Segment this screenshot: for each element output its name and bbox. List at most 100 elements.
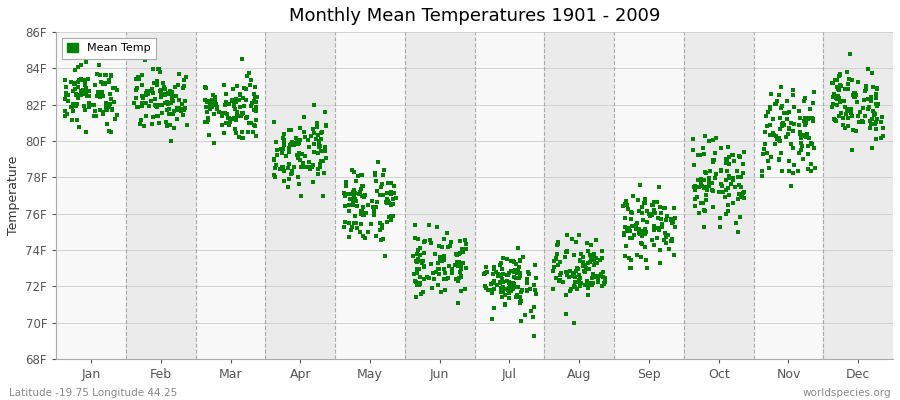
- Point: [152, 120, 166, 126]
- Point: [159, 119, 174, 126]
- Point: [524, 308, 538, 314]
- Point: [145, 86, 159, 92]
- Point: [640, 265, 654, 272]
- Point: [501, 270, 516, 276]
- Point: [634, 231, 648, 238]
- Point: [869, 116, 884, 122]
- Point: [210, 104, 224, 110]
- Point: [504, 268, 518, 274]
- Point: [371, 159, 385, 165]
- Point: [350, 173, 365, 179]
- Point: [634, 254, 649, 260]
- Point: [176, 77, 191, 83]
- Point: [68, 67, 82, 73]
- Point: [507, 280, 521, 287]
- Point: [374, 184, 388, 190]
- Point: [348, 196, 363, 202]
- Point: [375, 225, 390, 232]
- Point: [797, 115, 812, 122]
- Point: [841, 123, 855, 129]
- Point: [665, 236, 680, 242]
- Point: [93, 94, 107, 101]
- Point: [798, 134, 813, 141]
- Point: [664, 216, 679, 222]
- Point: [441, 275, 455, 282]
- Point: [107, 99, 122, 106]
- Point: [706, 157, 720, 163]
- Bar: [684, 32, 753, 359]
- Point: [303, 132, 318, 139]
- Point: [560, 248, 574, 254]
- Point: [291, 154, 305, 161]
- Point: [836, 122, 850, 128]
- Point: [645, 201, 660, 208]
- Point: [197, 97, 211, 104]
- Point: [376, 191, 391, 198]
- Point: [652, 227, 666, 233]
- Point: [645, 237, 660, 243]
- Point: [833, 110, 848, 116]
- Point: [139, 100, 153, 107]
- Point: [775, 123, 789, 130]
- Point: [833, 70, 848, 77]
- Point: [776, 120, 790, 126]
- Point: [805, 115, 819, 121]
- Point: [232, 134, 247, 140]
- Point: [782, 126, 796, 132]
- Point: [165, 94, 179, 101]
- Point: [58, 90, 73, 97]
- Point: [647, 223, 662, 229]
- Point: [838, 124, 852, 131]
- Point: [797, 122, 812, 129]
- Point: [665, 219, 680, 225]
- Point: [175, 101, 189, 108]
- Point: [341, 190, 356, 197]
- Point: [236, 135, 250, 142]
- Point: [664, 220, 679, 226]
- Point: [134, 100, 148, 106]
- Point: [787, 121, 801, 127]
- Point: [158, 86, 172, 92]
- Point: [762, 122, 777, 128]
- Point: [220, 111, 234, 118]
- Point: [858, 113, 872, 119]
- Point: [357, 235, 372, 242]
- Point: [659, 234, 673, 240]
- Point: [449, 251, 464, 258]
- Point: [591, 278, 606, 284]
- Point: [716, 183, 730, 190]
- Point: [694, 200, 708, 206]
- Point: [249, 108, 264, 114]
- Point: [572, 283, 587, 289]
- Point: [76, 87, 91, 94]
- Point: [249, 108, 264, 114]
- Point: [157, 91, 171, 98]
- Point: [565, 273, 580, 279]
- Point: [221, 122, 236, 129]
- Point: [697, 224, 711, 230]
- Point: [356, 204, 370, 210]
- Point: [553, 258, 567, 265]
- Point: [437, 270, 452, 276]
- Point: [99, 107, 113, 113]
- Point: [861, 104, 876, 110]
- Point: [690, 194, 705, 200]
- Point: [226, 86, 240, 92]
- Point: [554, 269, 568, 276]
- Point: [164, 138, 178, 144]
- Point: [418, 238, 432, 244]
- Point: [691, 152, 706, 158]
- Point: [349, 178, 364, 184]
- Point: [382, 198, 396, 204]
- Point: [226, 116, 240, 122]
- Point: [60, 98, 75, 104]
- Point: [842, 75, 857, 82]
- Point: [137, 123, 151, 130]
- Point: [700, 187, 715, 193]
- Point: [369, 204, 383, 210]
- Point: [356, 232, 370, 239]
- Point: [445, 265, 459, 272]
- Point: [585, 280, 599, 286]
- Point: [769, 133, 783, 139]
- Point: [277, 136, 292, 143]
